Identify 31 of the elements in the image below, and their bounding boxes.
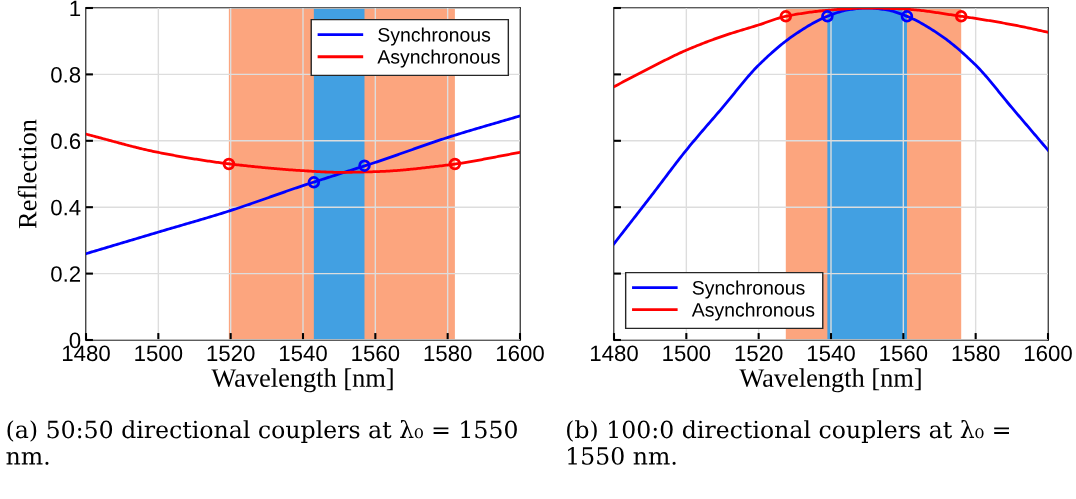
y-tick-label: 0.4 bbox=[51, 199, 81, 216]
y-tick-label: 1 bbox=[70, 0, 81, 17]
legend-label: Synchronous bbox=[692, 280, 805, 299]
x-tick-label: 1500 bbox=[135, 345, 183, 362]
x-tick-label: 1540 bbox=[279, 345, 327, 362]
text: (b) 100:0 directional couplers at λ₀ = 1550 nm. bbox=[567, 420, 1009, 465]
point bbox=[222, 157, 236, 171]
y-axis-title: Reflection bbox=[17, 119, 37, 229]
legend-label: Asynchronous bbox=[691, 302, 815, 321]
y-tick-label: 0.2 bbox=[51, 266, 81, 282]
legend-label: Asynchronous bbox=[377, 49, 500, 68]
text: (a) 50:50 directional couplers at λ₀ = 1550 nm. bbox=[6, 420, 517, 465]
x-tick-label: 1540 bbox=[807, 345, 855, 362]
legend-label: Synchronous bbox=[378, 27, 491, 46]
x-tick-label: 1480 bbox=[590, 345, 638, 362]
point bbox=[358, 159, 371, 172]
x-axis-title: Wavelength [nm] bbox=[211, 368, 393, 393]
y-tick-label: 0.8 bbox=[51, 66, 81, 83]
x-tick-label: 1520 bbox=[735, 345, 783, 362]
point bbox=[448, 157, 462, 171]
x-tick-label: 1520 bbox=[207, 345, 255, 362]
x-tick-label: 1580 bbox=[952, 345, 1000, 362]
x-tick-label: 1560 bbox=[352, 345, 400, 362]
x-tick-label: 1600 bbox=[1024, 345, 1072, 362]
x-axis-title: Wavelength [nm] bbox=[739, 368, 921, 393]
x-tick-label: 1560 bbox=[880, 345, 928, 362]
x-tick-label: 1500 bbox=[663, 345, 711, 362]
point bbox=[307, 176, 321, 189]
x-tick-label: 1580 bbox=[424, 345, 472, 362]
y-tick-label: 0.6 bbox=[51, 133, 81, 150]
x-tick-label: 1600 bbox=[496, 345, 544, 362]
